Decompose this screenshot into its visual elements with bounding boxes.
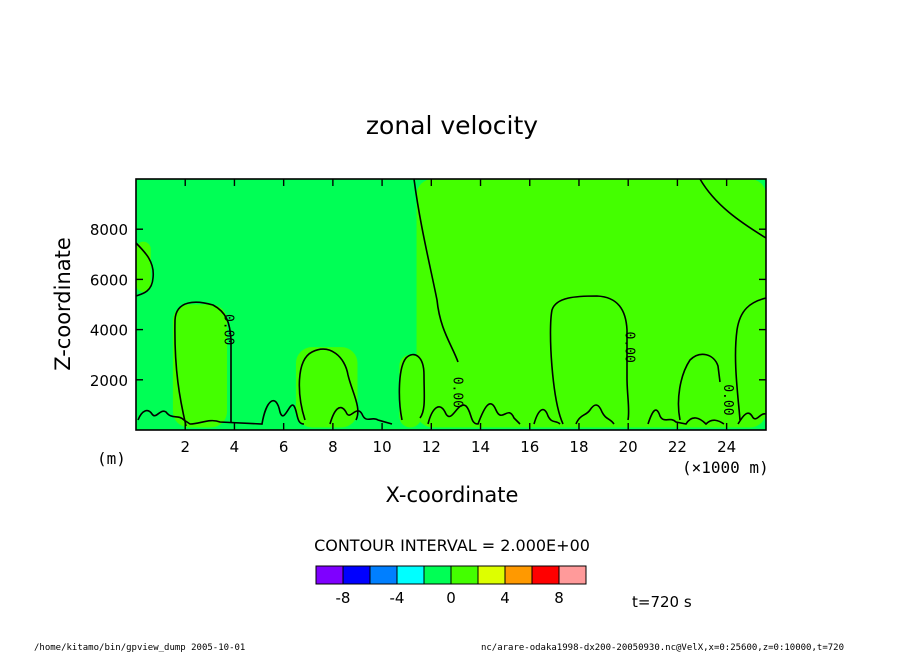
contour-line: [699, 178, 767, 239]
colorbar-swatch: [477, 565, 506, 585]
y-unit-label: (m): [97, 449, 126, 468]
x-tick-label: 2: [180, 438, 190, 456]
x-axis: 2 4 6 8 10 12 14 16 18 20 22 24: [180, 179, 736, 456]
contour-line: [413, 178, 459, 363]
x-tick-label: 14: [471, 438, 490, 456]
colorbar-swatch: [504, 565, 533, 585]
y-tick-label: 4000: [90, 322, 128, 340]
contour-line: [329, 406, 393, 425]
x-tick-label: 8: [328, 438, 338, 456]
colorbar-swatch: [423, 565, 452, 585]
contour-labels: 0.00 0.00 0.00 0.00: [221, 314, 736, 416]
contour-line: [549, 295, 630, 425]
positive-region: [674, 354, 722, 428]
contour-line: [427, 403, 521, 425]
colorbar-tick-label: -4: [390, 589, 405, 607]
contour-line: [174, 301, 232, 427]
zero-contours: [135, 178, 767, 427]
positive-region: [172, 304, 228, 428]
contour-line: [575, 404, 615, 425]
colorbar-swatch: [315, 565, 344, 585]
colorbar-tick-label: 0: [446, 589, 456, 607]
positive-region: [136, 241, 151, 292]
y-axis-title: Z-coordinate: [51, 237, 75, 371]
time-label: t=720 s: [632, 593, 692, 611]
contour-line: [677, 353, 721, 421]
footer-left: /home/kitamo/bin/gpview_dump 2005-10-01: [34, 643, 245, 653]
y-tick-label: 8000: [90, 221, 128, 239]
contour-line: [734, 297, 767, 421]
colorbar-ticks: -8 -4 0 4 8: [336, 589, 564, 607]
colorbar-tick-label: -8: [336, 589, 351, 607]
contour-line: [137, 399, 305, 425]
colorbar-swatch: [342, 565, 371, 585]
colorbar-swatch: [369, 565, 398, 585]
contour-interval-label: CONTOUR INTERVAL = 2.000E+00: [314, 536, 590, 555]
colorbar-swatch: [396, 565, 425, 585]
contour-label: 0.00: [622, 332, 637, 363]
contour-line: [737, 412, 767, 425]
x-tick-label: 10: [373, 438, 392, 456]
x-tick-label: 16: [520, 438, 539, 456]
colorbar-swatch: [450, 565, 479, 585]
plot-area: 0.000.000.000.00 2 4 6 8 10 12 14 16 18 20 22 24 20…: [90, 178, 767, 456]
positive-region: [731, 296, 766, 428]
colorbar-tick-label: 4: [500, 589, 510, 607]
positive-region: [399, 354, 422, 428]
x-tick-label: 22: [668, 438, 687, 456]
contour-line: [647, 409, 725, 426]
x-tick-label: 20: [619, 438, 638, 456]
contour-line: [533, 408, 561, 425]
contour-line: [398, 353, 426, 421]
contour-label: 0.00: [720, 384, 735, 415]
contour-label: 0.00: [449, 377, 464, 408]
x-unit-label: (×1000 m): [682, 458, 769, 477]
x-tick-label: 24: [717, 438, 736, 456]
colorbar-swatch: [558, 565, 587, 585]
colorbar: [315, 565, 587, 585]
colorbar-tick-label: 8: [554, 589, 564, 607]
plot-frame: [135, 178, 767, 431]
y-axis: 2000 4000 6000 8000: [90, 221, 766, 390]
x-tick-label: 6: [279, 438, 289, 456]
footer-right: nc/arare-odaka1998-dx200-20050930.nc@Vel…: [481, 643, 844, 653]
contour-line: [298, 348, 359, 421]
positive-region: [546, 296, 621, 428]
chart-title: zonal velocity: [366, 111, 538, 140]
y-tick-label: 2000: [90, 372, 128, 390]
x-tick-label: 4: [230, 438, 240, 456]
x-tick-label: 12: [422, 438, 441, 456]
y-tick-label: 6000: [90, 271, 128, 289]
x-tick-label: 18: [569, 438, 588, 456]
positive-regions: [136, 179, 766, 428]
contour-line: [135, 242, 155, 297]
colorbar-swatch: [531, 565, 560, 585]
contour-label: 0.00: [221, 314, 236, 345]
x-axis-title: X-coordinate: [386, 483, 519, 507]
